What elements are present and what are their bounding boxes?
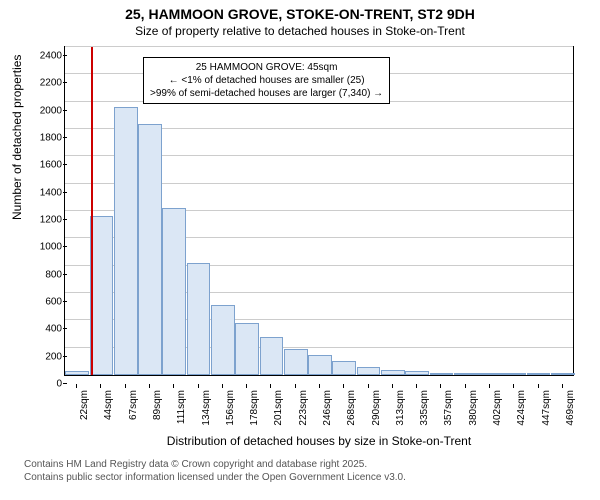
y-axis-label: Number of detached properties: [10, 55, 24, 220]
x-tick-mark: [100, 384, 101, 388]
y-tick-label: 400: [36, 324, 62, 335]
x-tick-label: 268sqm: [346, 390, 357, 426]
histogram-bar: [527, 373, 551, 375]
x-tick-label: 469sqm: [565, 390, 576, 426]
title-line2: Size of property relative to detached ho…: [0, 24, 600, 38]
y-tick-label: 1400: [36, 187, 62, 198]
y-tick-label: 1000: [36, 242, 62, 253]
x-tick-label: 290sqm: [371, 390, 382, 426]
x-tick-mark: [562, 384, 563, 388]
footer-line2: Contains public sector information licen…: [24, 471, 406, 484]
histogram-bar: [502, 373, 526, 375]
title-line1: 25, HAMMOON GROVE, STOKE-ON-TRENT, ST2 9…: [0, 6, 600, 22]
x-tick-label: 44sqm: [103, 390, 114, 420]
x-tick-mark: [76, 384, 77, 388]
histogram-bar: [90, 216, 114, 375]
x-tick-mark: [319, 384, 320, 388]
callout-line: 25 HAMMOON GROVE: 45sqm: [150, 61, 383, 74]
x-tick-mark: [513, 384, 514, 388]
y-axis-ticks: 0200400600800100012001400160018002000220…: [36, 54, 62, 384]
x-tick-label: 223sqm: [298, 390, 309, 426]
histogram-plot: 25 HAMMOON GROVE: 45sqm← <1% of detached…: [64, 46, 574, 376]
x-tick-label: 89sqm: [152, 390, 163, 420]
x-tick-mark: [222, 384, 223, 388]
histogram-bar: [138, 124, 162, 375]
x-tick-label: 402sqm: [492, 390, 503, 426]
x-tick-mark: [465, 384, 466, 388]
y-tick-label: 1600: [36, 160, 62, 171]
x-tick-mark: [125, 384, 126, 388]
x-tick-mark: [440, 384, 441, 388]
chart-title: 25, HAMMOON GROVE, STOKE-ON-TRENT, ST2 9…: [0, 0, 600, 38]
x-tick-label: 380sqm: [468, 390, 479, 426]
x-tick-mark: [295, 384, 296, 388]
histogram-bar: [114, 107, 138, 375]
callout-line: >99% of semi-detached houses are larger …: [150, 87, 383, 100]
histogram-bar: [65, 371, 89, 375]
histogram-bar: [260, 337, 284, 375]
histogram-bar: [235, 323, 259, 375]
marker-callout: 25 HAMMOON GROVE: 45sqm← <1% of detached…: [143, 57, 390, 104]
x-tick-label: 313sqm: [395, 390, 406, 426]
histogram-bar: [551, 373, 575, 375]
y-tick-label: 1800: [36, 133, 62, 144]
histogram-bar: [332, 361, 356, 375]
y-tick-label: 2000: [36, 105, 62, 116]
x-tick-label: 246sqm: [322, 390, 333, 426]
x-tick-label: 335sqm: [419, 390, 430, 426]
histogram-bar: [454, 373, 478, 375]
y-tick-label: 200: [36, 351, 62, 362]
footer-line1: Contains HM Land Registry data © Crown c…: [24, 458, 406, 471]
histogram-bar: [308, 355, 332, 376]
histogram-bar: [430, 373, 454, 375]
histogram-bar: [381, 370, 405, 375]
x-tick-mark: [368, 384, 369, 388]
histogram-bar: [162, 208, 186, 375]
x-tick-mark: [149, 384, 150, 388]
x-tick-mark: [270, 384, 271, 388]
x-tick-mark: [416, 384, 417, 388]
x-tick-label: 22sqm: [79, 390, 90, 420]
x-tick-label: 111sqm: [176, 390, 187, 424]
x-tick-label: 447sqm: [541, 390, 552, 426]
x-tick-mark: [198, 384, 199, 388]
y-tick-label: 2200: [36, 78, 62, 89]
x-tick-label: 201sqm: [273, 390, 284, 426]
histogram-bar: [211, 305, 235, 375]
x-tick-label: 67sqm: [128, 390, 139, 420]
y-tick-label: 0: [36, 379, 62, 390]
property-marker-line: [91, 47, 93, 375]
grid-line: [65, 46, 573, 47]
x-tick-mark: [538, 384, 539, 388]
y-tick-label: 800: [36, 269, 62, 280]
x-tick-label: 178sqm: [249, 390, 260, 426]
x-tick-mark: [343, 384, 344, 388]
y-tick-label: 600: [36, 297, 62, 308]
histogram-bar: [357, 367, 381, 375]
y-tick-label: 1200: [36, 215, 62, 226]
x-tick-mark: [246, 384, 247, 388]
x-tick-label: 134sqm: [201, 390, 212, 426]
x-tick-mark: [392, 384, 393, 388]
histogram-bar: [478, 373, 502, 375]
histogram-bar: [187, 263, 211, 375]
x-tick-label: 357sqm: [443, 390, 454, 426]
histogram-bar: [284, 349, 308, 375]
histogram-bar: [405, 371, 429, 375]
x-axis-label: Distribution of detached houses by size …: [64, 434, 574, 448]
y-tick-label: 2400: [36, 51, 62, 62]
x-tick-mark: [173, 384, 174, 388]
x-tick-mark: [489, 384, 490, 388]
x-tick-label: 156sqm: [225, 390, 236, 426]
x-tick-label: 424sqm: [516, 390, 527, 426]
footer-attribution: Contains HM Land Registry data © Crown c…: [24, 458, 406, 484]
callout-line: ← <1% of detached houses are smaller (25…: [150, 74, 383, 87]
